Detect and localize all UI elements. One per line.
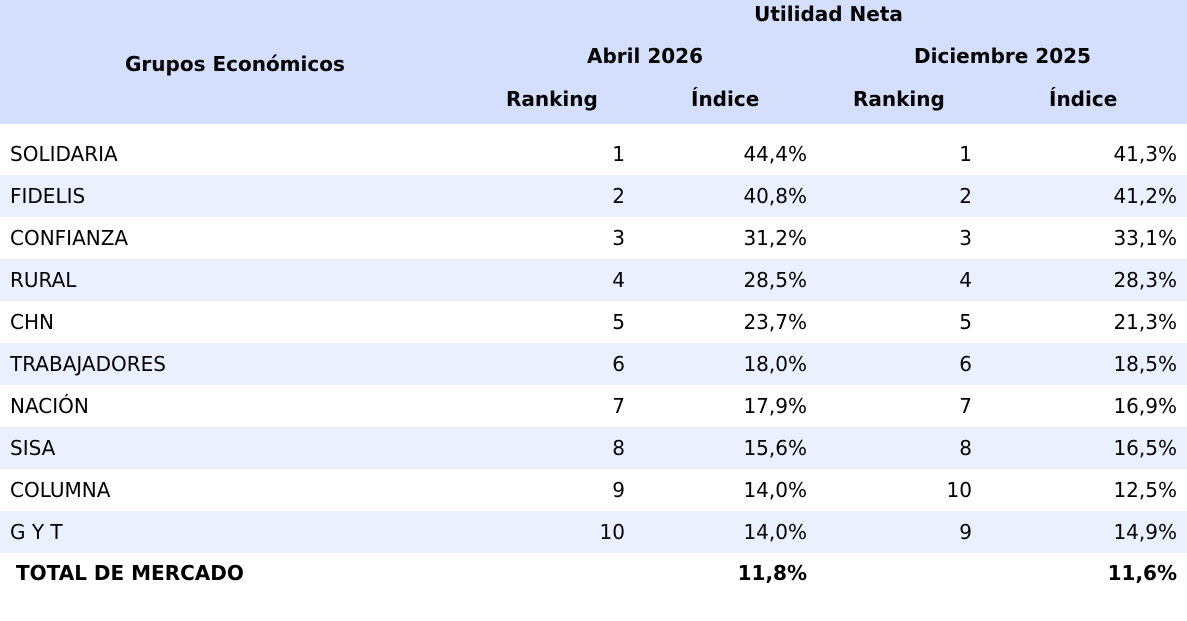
ranking-diciembre: 8 (959, 436, 972, 460)
index-abril: 44,4% (743, 142, 807, 166)
index-abril: 14,0% (743, 478, 807, 502)
ranking-abril: 8 (612, 436, 625, 460)
total-index-abril: 11,8% (737, 561, 807, 585)
index-abril: 28,5% (743, 268, 807, 292)
total-index-diciembre: 11,6% (1107, 561, 1177, 585)
group-name: RURAL (10, 268, 77, 292)
index-header-abril: Índice (691, 87, 760, 111)
index-diciembre: 33,1% (1113, 226, 1177, 250)
index-diciembre: 41,3% (1113, 142, 1177, 166)
index-abril: 15,6% (743, 436, 807, 460)
table-header: Grupos Económicos Utilidad Neta Abril 20… (0, 0, 1187, 124)
period-header-abril: Abril 2026 (587, 44, 703, 68)
period-header-diciembre: Diciembre 2025 (914, 44, 1091, 68)
group-name: G Y T (10, 520, 63, 544)
ranking-abril: 2 (612, 184, 625, 208)
ranking-abril: 6 (612, 352, 625, 376)
ranking-header-diciembre: Ranking (853, 87, 945, 111)
group-name: FIDELIS (10, 184, 86, 208)
group-name: COLUMNA (10, 478, 111, 502)
index-diciembre: 16,5% (1113, 436, 1177, 460)
index-diciembre: 41,2% (1113, 184, 1177, 208)
group-name: CHN (10, 310, 54, 334)
ranking-diciembre: 7 (959, 394, 972, 418)
ranking-diciembre: 6 (959, 352, 972, 376)
ranking-diciembre: 10 (946, 478, 972, 502)
metric-header: Utilidad Neta (754, 2, 903, 26)
ranking-abril: 3 (612, 226, 625, 250)
index-header-diciembre: Índice (1049, 87, 1118, 111)
index-diciembre: 16,9% (1113, 394, 1177, 418)
ranking-abril: 9 (612, 478, 625, 502)
index-abril: 31,2% (743, 226, 807, 250)
index-diciembre: 14,9% (1113, 520, 1177, 544)
table-row: SISA 8 15,6% 8 16,5% (0, 427, 1187, 469)
table-row: TRABAJADORES 6 18,0% 6 18,5% (0, 343, 1187, 385)
table-row: CHN 5 23,7% 5 21,3% (0, 301, 1187, 343)
index-abril: 18,0% (743, 352, 807, 376)
group-column-header: Grupos Económicos (125, 52, 345, 76)
ranking-abril: 10 (599, 520, 625, 544)
ranking-abril: 4 (612, 268, 625, 292)
table-row: FIDELIS 2 40,8% 2 41,2% (0, 175, 1187, 217)
ranking-diciembre: 3 (959, 226, 972, 250)
group-name: NACIÓN (10, 394, 89, 418)
ranking-diciembre: 5 (959, 310, 972, 334)
index-diciembre: 21,3% (1113, 310, 1177, 334)
index-abril: 23,7% (743, 310, 807, 334)
group-name: CONFIANZA (10, 226, 129, 250)
index-abril: 40,8% (743, 184, 807, 208)
ranking-abril: 7 (612, 394, 625, 418)
ranking-diciembre: 4 (959, 268, 972, 292)
group-name: SOLIDARIA (10, 142, 118, 166)
index-diciembre: 12,5% (1113, 478, 1177, 502)
table-row: CONFIANZA 3 31,2% 3 33,1% (0, 217, 1187, 259)
table-row: NACIÓN 7 17,9% 7 16,9% (0, 385, 1187, 427)
group-name: SISA (10, 436, 56, 460)
ranking-abril: 5 (612, 310, 625, 334)
table-row: RURAL 4 28,5% 4 28,3% (0, 259, 1187, 301)
total-row: TOTAL DE MERCADO 11,8% 11,6% (0, 551, 1187, 595)
table-row: COLUMNA 9 14,0% 10 12,5% (0, 469, 1187, 511)
table-body: SOLIDARIA 1 44,4% 1 41,3% FIDELIS 2 40,8% 2 41,2%… (0, 133, 1187, 553)
index-abril: 17,9% (743, 394, 807, 418)
table-row: SOLIDARIA 1 44,4% 1 41,3% (0, 133, 1187, 175)
ranking-abril: 1 (612, 142, 625, 166)
index-diciembre: 28,3% (1113, 268, 1177, 292)
table-row: G Y T 10 14,0% 9 14,9% (0, 511, 1187, 553)
ranking-diciembre: 1 (959, 142, 972, 166)
index-diciembre: 18,5% (1113, 352, 1177, 376)
ranking-diciembre: 9 (959, 520, 972, 544)
total-label: TOTAL DE MERCADO (16, 561, 244, 585)
ranking-header-abril: Ranking (506, 87, 598, 111)
index-abril: 14,0% (743, 520, 807, 544)
group-name: TRABAJADORES (10, 352, 166, 376)
ranking-diciembre: 2 (959, 184, 972, 208)
